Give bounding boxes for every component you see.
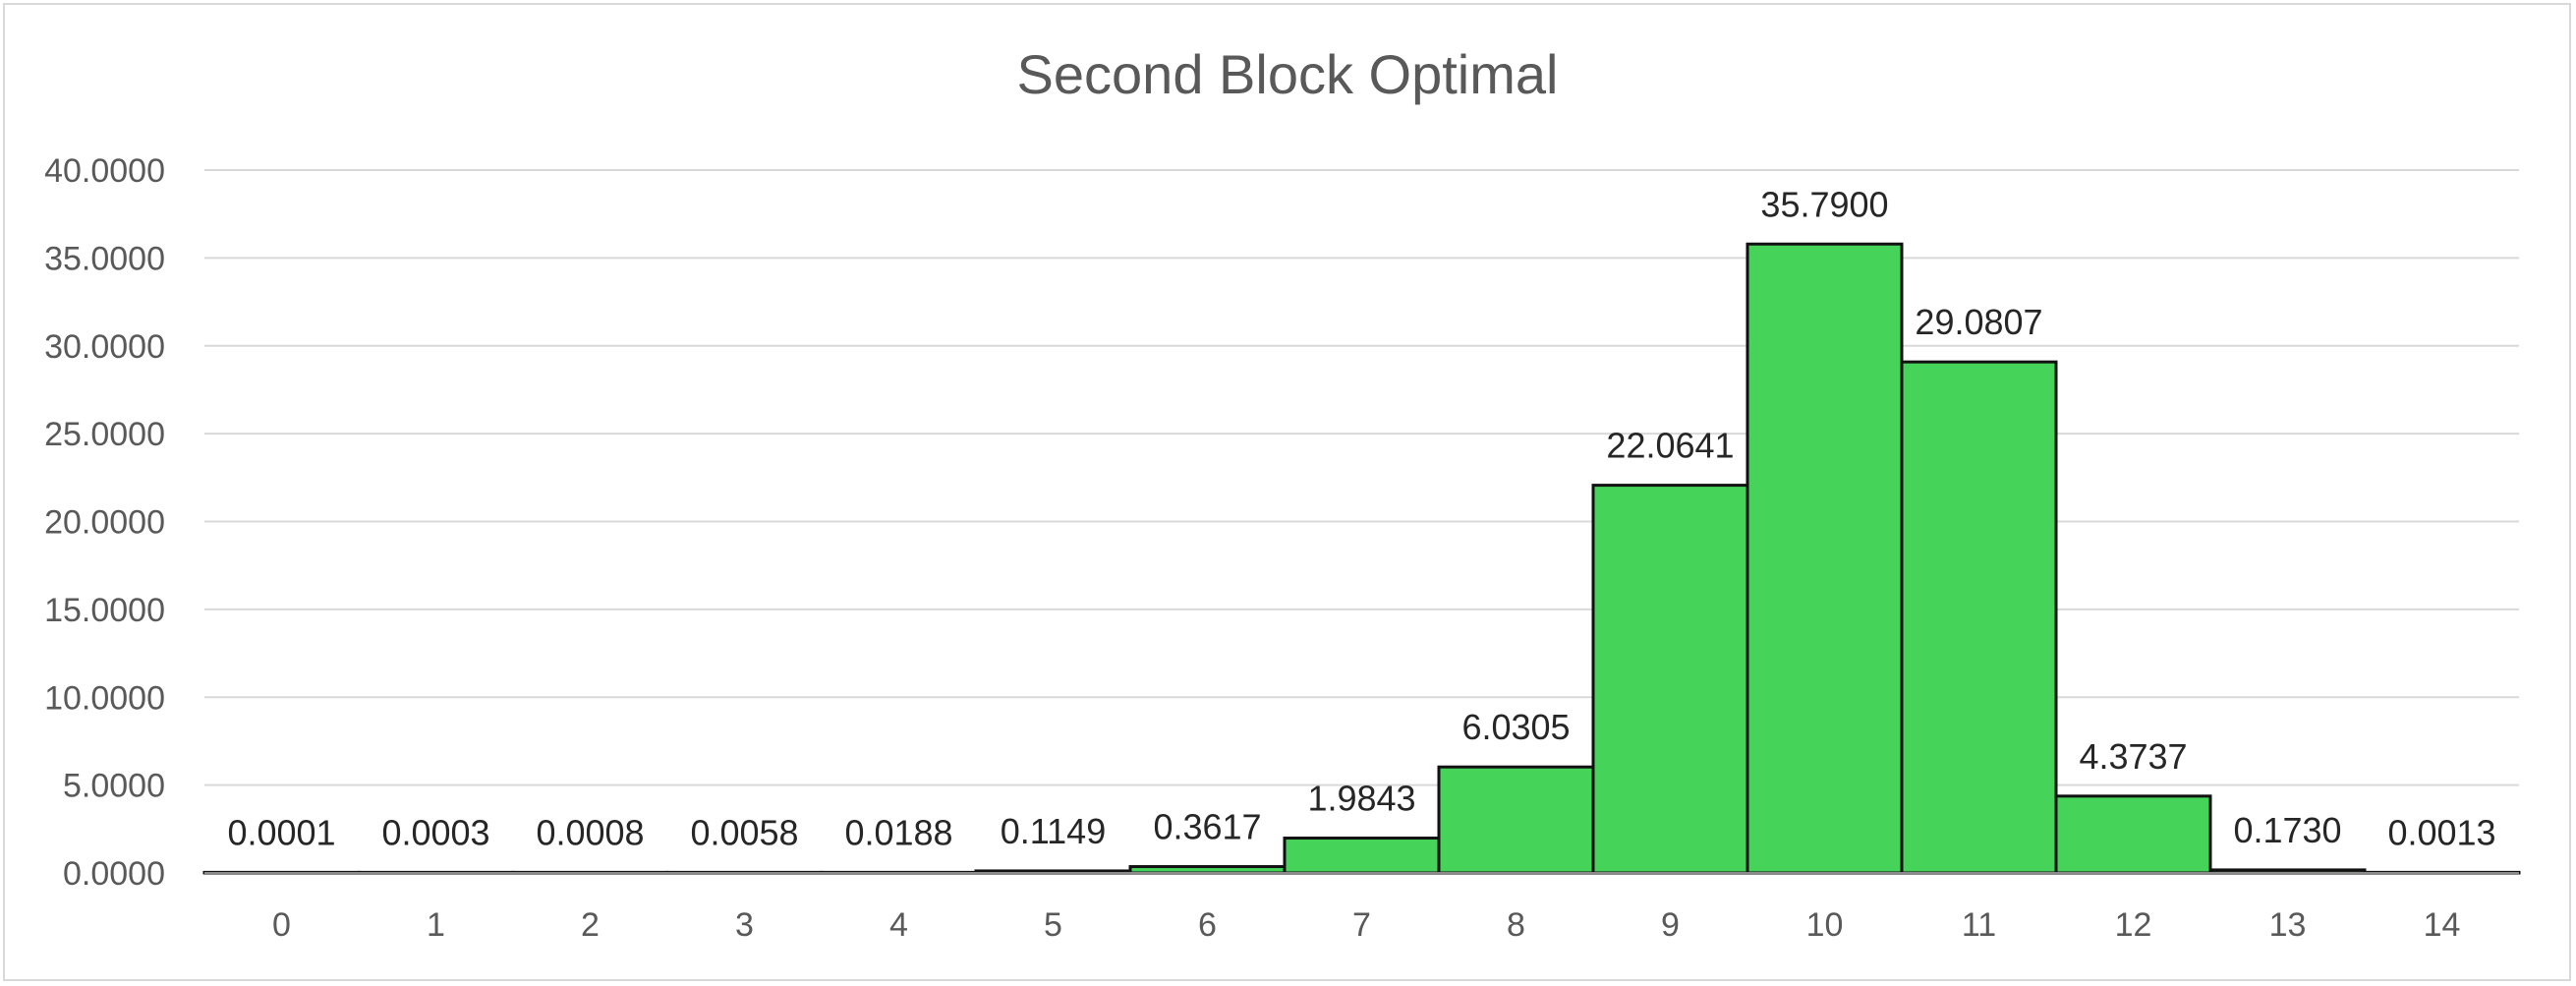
x-tick-label: 13 bbox=[2269, 906, 2307, 944]
bar bbox=[1900, 360, 2058, 875]
y-tick-label: 0.0000 bbox=[63, 855, 165, 893]
y-tick-label: 25.0000 bbox=[44, 416, 165, 453]
x-tick-label: 14 bbox=[2424, 906, 2461, 944]
data-label: 0.3617 bbox=[1153, 807, 1261, 847]
gridlines bbox=[204, 169, 2519, 786]
data-label: 0.0058 bbox=[690, 812, 798, 852]
y-tick-label: 30.0000 bbox=[44, 328, 165, 366]
y-axis-tick-labels: 0.0000 5.0000 10.0000 15.0000 20.0000 25.0000… bbox=[44, 152, 165, 893]
data-labels: 0.0001 0.0003 0.0008 0.0058 0.0188 0.1149 0.36… bbox=[227, 184, 2495, 852]
x-tick-label: 6 bbox=[1198, 906, 1217, 944]
bars bbox=[202, 242, 2521, 875]
chart-title: Second Block Optimal bbox=[1017, 43, 1559, 105]
x-tick-label: 10 bbox=[1806, 906, 1844, 944]
y-tick-label: 35.0000 bbox=[44, 240, 165, 277]
x-tick-label: 2 bbox=[581, 906, 600, 944]
data-label: 0.1730 bbox=[2233, 810, 2341, 850]
data-label: 35.7900 bbox=[1760, 184, 1888, 224]
data-label: 0.0001 bbox=[227, 812, 335, 852]
y-tick-label: 5.0000 bbox=[63, 768, 165, 805]
data-label: 0.0013 bbox=[2387, 812, 2495, 852]
bar bbox=[1746, 242, 1904, 875]
y-tick-label: 10.0000 bbox=[44, 679, 165, 717]
x-tick-label: 4 bbox=[889, 906, 908, 944]
data-label: 0.0188 bbox=[844, 812, 952, 852]
y-tick-label: 40.0000 bbox=[44, 152, 165, 190]
data-label: 6.0305 bbox=[1461, 707, 1570, 747]
x-axis-tick-labels: 0 1 2 3 4 5 6 7 8 9 10 11 12 13 14 bbox=[272, 906, 2460, 944]
y-tick-label: 20.0000 bbox=[44, 504, 165, 542]
data-label: 1.9843 bbox=[1307, 779, 1415, 819]
bar bbox=[1591, 484, 1749, 875]
x-tick-label: 12 bbox=[2115, 906, 2152, 944]
y-tick-label: 15.0000 bbox=[44, 592, 165, 629]
data-label: 22.0641 bbox=[1606, 426, 1734, 466]
data-label: 0.1149 bbox=[1001, 811, 1106, 851]
data-label: 0.0008 bbox=[536, 812, 644, 852]
data-label: 4.3737 bbox=[2079, 736, 2187, 777]
x-tick-label: 8 bbox=[1507, 906, 1525, 944]
bar bbox=[2054, 794, 2212, 875]
x-tick-label: 9 bbox=[1661, 906, 1680, 944]
x-tick-label: 11 bbox=[1962, 906, 1996, 944]
x-tick-label: 7 bbox=[1352, 906, 1371, 944]
data-label: 0.0003 bbox=[381, 812, 489, 852]
bar bbox=[1283, 837, 1441, 875]
data-label: 29.0807 bbox=[1915, 302, 2042, 342]
bar bbox=[1437, 765, 1595, 875]
x-tick-label: 0 bbox=[272, 906, 291, 944]
x-tick-label: 3 bbox=[735, 906, 754, 944]
x-tick-label: 5 bbox=[1044, 906, 1062, 944]
x-tick-label: 1 bbox=[427, 906, 445, 944]
